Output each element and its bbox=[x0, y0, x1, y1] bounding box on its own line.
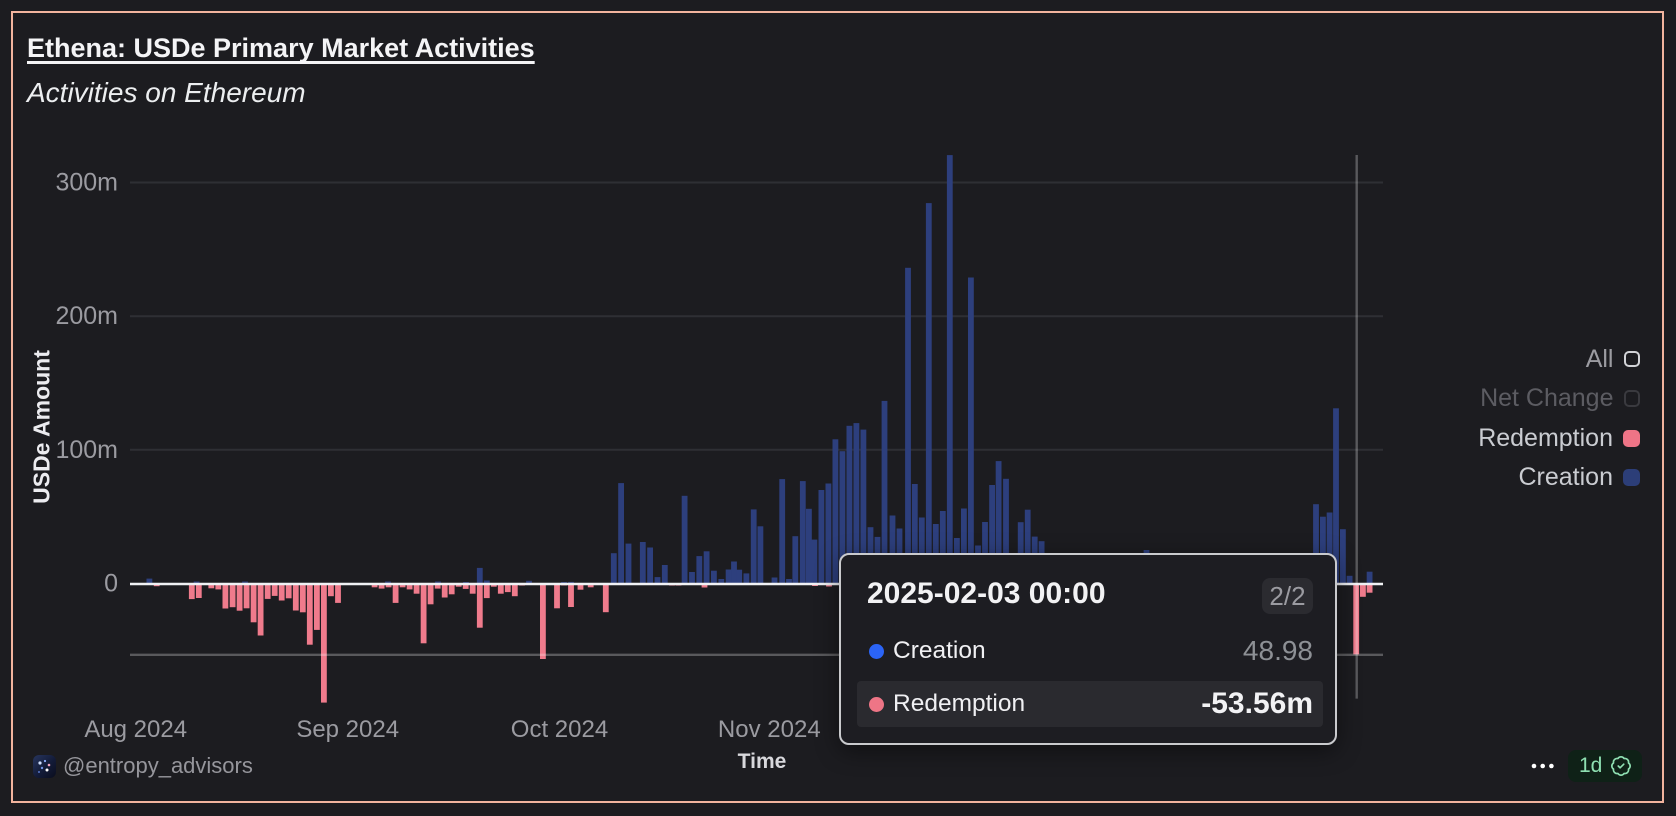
svg-text:300m: 300m bbox=[55, 169, 118, 197]
svg-text:Sep 2024: Sep 2024 bbox=[296, 716, 399, 743]
svg-text:Oct 2024: Oct 2024 bbox=[511, 716, 608, 743]
svg-text:0: 0 bbox=[104, 570, 118, 598]
svg-text:200m: 200m bbox=[55, 302, 118, 330]
svg-text:Aug 2024: Aug 2024 bbox=[84, 716, 187, 743]
svg-text:Time: Time bbox=[738, 750, 787, 773]
svg-text:Nov 2024: Nov 2024 bbox=[718, 716, 821, 743]
svg-text:100m: 100m bbox=[55, 436, 118, 464]
